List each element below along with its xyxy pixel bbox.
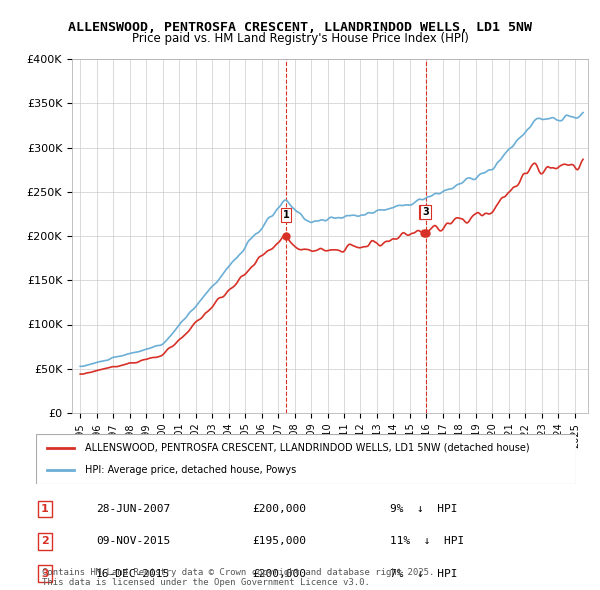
Text: 2: 2 <box>41 536 49 546</box>
Text: £200,000: £200,000 <box>252 569 306 579</box>
Text: £195,000: £195,000 <box>252 536 306 546</box>
Text: 28-JUN-2007: 28-JUN-2007 <box>96 504 170 514</box>
FancyBboxPatch shape <box>36 434 576 484</box>
Text: ALLENSWOOD, PENTROSFA CRESCENT, LLANDRINDOD WELLS, LD1 5NW: ALLENSWOOD, PENTROSFA CRESCENT, LLANDRIN… <box>68 21 532 34</box>
Text: £200,000: £200,000 <box>252 504 306 514</box>
Text: 9%  ↓  HPI: 9% ↓ HPI <box>390 504 458 514</box>
Text: 7%  ↓  HPI: 7% ↓ HPI <box>390 569 458 579</box>
Text: 11%  ↓  HPI: 11% ↓ HPI <box>390 536 464 546</box>
Text: 1: 1 <box>283 210 290 220</box>
Text: ALLENSWOOD, PENTROSFA CRESCENT, LLANDRINDOD WELLS, LD1 5NW (detached house): ALLENSWOOD, PENTROSFA CRESCENT, LLANDRIN… <box>85 442 529 453</box>
Text: Price paid vs. HM Land Registry's House Price Index (HPI): Price paid vs. HM Land Registry's House … <box>131 32 469 45</box>
Text: 09-NOV-2015: 09-NOV-2015 <box>96 536 170 546</box>
Text: 16-DEC-2015: 16-DEC-2015 <box>96 569 170 579</box>
Text: Contains HM Land Registry data © Crown copyright and database right 2025.
This d: Contains HM Land Registry data © Crown c… <box>42 568 434 587</box>
Text: 3: 3 <box>422 207 429 217</box>
Text: 3: 3 <box>41 569 49 579</box>
Text: 2: 2 <box>421 207 428 217</box>
Text: 1: 1 <box>41 504 49 514</box>
Text: HPI: Average price, detached house, Powys: HPI: Average price, detached house, Powy… <box>85 465 296 475</box>
